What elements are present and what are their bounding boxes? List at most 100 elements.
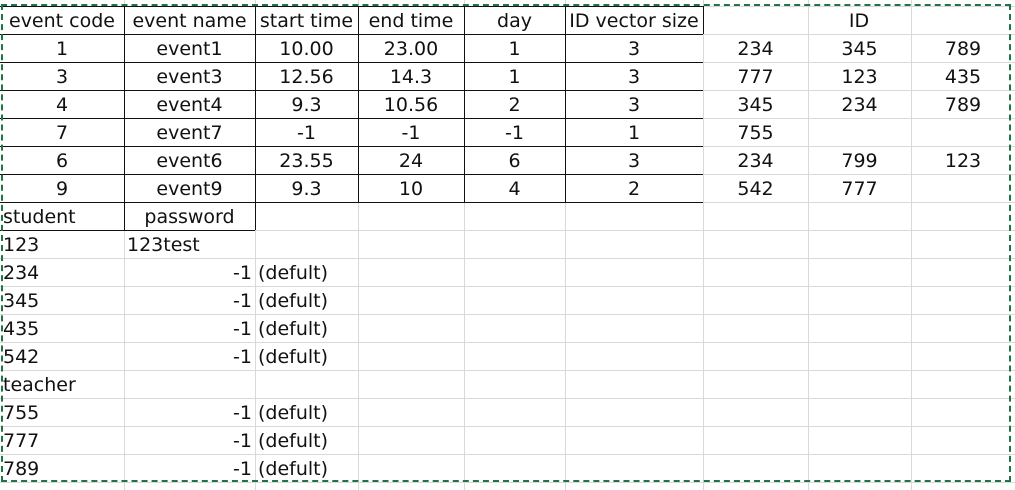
table-cell[interactable]: 435 <box>944 66 982 88</box>
table-border <box>255 202 256 230</box>
student-id-cell[interactable]: 542 <box>3 346 40 368</box>
default-note-cell[interactable]: (defult) <box>258 458 329 480</box>
table-cell[interactable]: 755 <box>737 122 774 144</box>
table-cell[interactable]: 1 <box>55 38 69 60</box>
student-id-cell[interactable]: 123 <box>3 234 40 256</box>
table-cell[interactable]: 3 <box>55 66 69 88</box>
table-cell[interactable]: 234 <box>737 150 774 172</box>
password-header[interactable]: password <box>144 206 235 228</box>
table-cell[interactable]: 345 <box>737 94 774 116</box>
table-cell[interactable]: event6 <box>156 150 223 172</box>
column-gridline <box>464 0 465 490</box>
table-cell[interactable]: 4 <box>508 178 521 200</box>
table-cell[interactable]: 234 <box>737 38 774 60</box>
table-cell[interactable]: 542 <box>737 178 774 200</box>
row-gridline <box>0 370 1015 371</box>
default-note-cell[interactable]: (defult) <box>258 346 329 368</box>
table-cell[interactable] <box>808 119 911 147</box>
table-border <box>358 6 359 202</box>
student-id-cell[interactable]: 345 <box>3 290 40 312</box>
table-cell[interactable]: event9 <box>156 178 223 200</box>
password-cell[interactable]: -1 <box>233 262 252 284</box>
row-gridline <box>0 342 1015 343</box>
table-cell[interactable]: 1 <box>508 38 521 60</box>
table-cell[interactable]: -1 <box>401 122 421 144</box>
column-gridline <box>124 0 125 490</box>
table-cell[interactable]: 789 <box>944 38 982 60</box>
teacher-id-cell[interactable]: 789 <box>3 458 40 480</box>
header-id-vector-size[interactable]: ID vector size <box>569 10 699 32</box>
table-cell[interactable]: 7 <box>55 122 69 144</box>
table-cell[interactable]: 345 <box>841 38 878 60</box>
table-cell[interactable]: 23.55 <box>279 150 334 172</box>
table-cell[interactable]: 777 <box>841 178 878 200</box>
teacher-id-cell[interactable]: 777 <box>3 430 40 452</box>
header-id[interactable]: ID <box>848 10 870 32</box>
default-note-cell[interactable]: (defult) <box>258 318 329 340</box>
table-cell[interactable]: 10 <box>398 178 424 200</box>
table-cell[interactable]: 234 <box>841 94 878 116</box>
table-cell[interactable]: 1 <box>627 122 641 144</box>
table-cell[interactable]: event4 <box>156 94 223 116</box>
table-cell[interactable]: event3 <box>156 66 223 88</box>
table-cell[interactable]: -1 <box>297 122 316 144</box>
header-start-time[interactable]: start time <box>259 10 354 32</box>
table-cell[interactable]: 1 <box>508 66 521 88</box>
table-cell[interactable]: 10.56 <box>383 94 439 116</box>
default-note-cell[interactable]: (defult) <box>258 402 329 424</box>
table-cell[interactable]: 777 <box>737 66 774 88</box>
table-cell[interactable] <box>911 175 1015 203</box>
header-end-time[interactable]: end time <box>368 10 454 32</box>
teacher-id-cell[interactable]: 755 <box>3 402 40 424</box>
table-cell[interactable]: 3 <box>627 66 641 88</box>
table-cell[interactable]: -1 <box>505 122 524 144</box>
table-cell[interactable]: 9 <box>55 178 69 200</box>
password-cell[interactable]: -1 <box>233 430 252 452</box>
table-cell[interactable]: 9.3 <box>291 94 322 116</box>
student-label[interactable]: student <box>3 206 76 228</box>
password-cell[interactable]: 123test <box>127 234 200 256</box>
table-cell[interactable]: 14.3 <box>389 66 433 88</box>
table-border <box>565 6 566 202</box>
password-cell[interactable]: -1 <box>233 290 252 312</box>
table-cell[interactable]: event1 <box>156 38 223 60</box>
table-cell[interactable]: 2 <box>627 178 641 200</box>
header-event-code[interactable]: event code <box>9 10 115 32</box>
table-cell[interactable]: 10.00 <box>279 38 334 60</box>
table-cell[interactable]: event7 <box>156 122 223 144</box>
table-cell[interactable]: 789 <box>944 94 982 116</box>
table-cell[interactable]: 24 <box>398 150 424 172</box>
table-cell[interactable]: 3 <box>627 94 641 116</box>
row-gridline <box>0 482 1015 483</box>
header-event-name[interactable]: event name <box>132 10 247 32</box>
table-cell[interactable]: 123 <box>841 66 878 88</box>
row-gridline <box>0 314 1015 315</box>
password-cell[interactable]: -1 <box>233 318 252 340</box>
teacher-label[interactable]: teacher <box>3 374 76 396</box>
password-cell[interactable]: -1 <box>233 458 252 480</box>
table-cell[interactable]: 799 <box>841 150 878 172</box>
header-day[interactable]: day <box>497 10 532 32</box>
table-cell[interactable] <box>911 119 1015 147</box>
default-note-cell[interactable]: (defult) <box>258 430 329 452</box>
table-border <box>0 118 703 119</box>
password-cell[interactable]: -1 <box>233 346 252 368</box>
table-cell[interactable]: 12.56 <box>279 66 334 88</box>
default-note-cell[interactable]: (defult) <box>258 262 329 284</box>
table-cell[interactable]: 123 <box>944 150 982 172</box>
table-cell[interactable]: 4 <box>55 94 69 116</box>
table-cell[interactable]: 6 <box>508 150 521 172</box>
student-id-cell[interactable]: 435 <box>3 318 40 340</box>
table-cell[interactable]: 23.00 <box>383 38 439 60</box>
table-cell[interactable]: 9.3 <box>291 178 322 200</box>
column-gridline <box>911 0 912 490</box>
table-cell[interactable]: 6 <box>55 150 69 172</box>
table-cell[interactable]: 2 <box>508 94 521 116</box>
password-cell[interactable]: -1 <box>233 402 252 424</box>
student-id-cell[interactable]: 234 <box>3 262 40 284</box>
table-border <box>703 6 704 34</box>
table-cell[interactable]: 3 <box>627 38 641 60</box>
default-note-cell[interactable]: (defult) <box>258 290 329 312</box>
table-cell[interactable]: 3 <box>627 150 641 172</box>
